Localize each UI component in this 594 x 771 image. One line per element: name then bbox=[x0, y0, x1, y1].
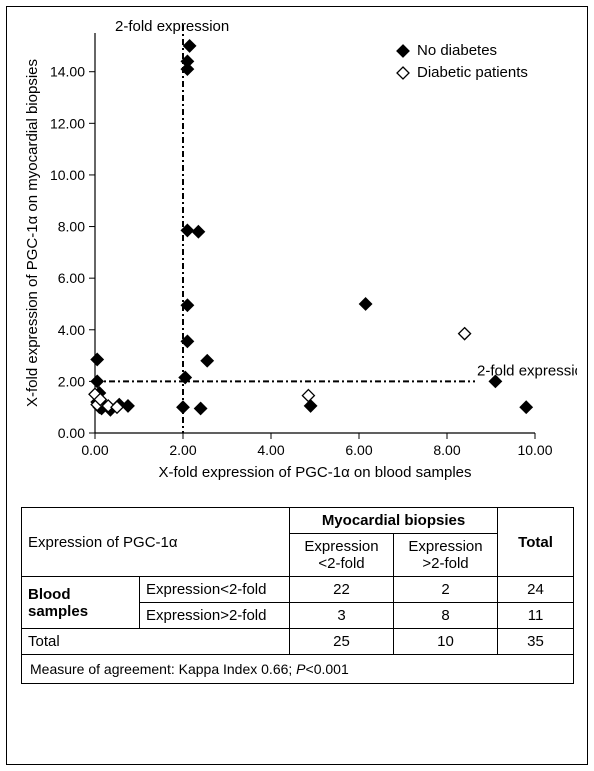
svg-text:10.00: 10.00 bbox=[50, 167, 85, 183]
svg-text:Diabetic patients: Diabetic patients bbox=[417, 64, 528, 81]
chart-svg: 0.00 2.00 4.00 6.00 8.00 10.00 0.00 2.00 4.00 6.0… bbox=[17, 15, 577, 495]
svg-text:0.00: 0.00 bbox=[81, 442, 108, 458]
cell-r1t: 24 bbox=[498, 577, 574, 603]
svg-text:No diabetes: No diabetes bbox=[417, 42, 497, 59]
svg-text:2.00: 2.00 bbox=[58, 373, 85, 389]
footnote-post: <0.001 bbox=[306, 661, 349, 677]
footnote: Measure of agreement: Kappa Index 0.66; … bbox=[22, 655, 574, 684]
cell-c: 3 bbox=[290, 603, 394, 629]
hdr-total: Total bbox=[498, 508, 574, 577]
svg-text:4.00: 4.00 bbox=[257, 442, 284, 458]
cell-r2t: 11 bbox=[498, 603, 574, 629]
table: Expression of PGC-1α Myocardial biopsies… bbox=[21, 507, 574, 684]
svg-text:X-fold expression of PGC-1α on: X-fold expression of PGC-1α on myocardia… bbox=[24, 59, 41, 407]
hdr-biopsies: Myocardial biopsies bbox=[290, 508, 498, 534]
cell-ct2: 10 bbox=[394, 629, 498, 655]
hdr-expression: Expression of PGC-1α bbox=[22, 508, 290, 577]
svg-text:12.00: 12.00 bbox=[50, 115, 85, 131]
contingency-table: Expression of PGC-1α Myocardial biopsies… bbox=[21, 507, 573, 684]
cell-b: 2 bbox=[394, 577, 498, 603]
svg-text:0.00: 0.00 bbox=[58, 425, 85, 441]
svg-text:6.00: 6.00 bbox=[58, 270, 85, 286]
row2-label: Expression>2-fold bbox=[140, 603, 290, 629]
total-label: Total bbox=[22, 629, 290, 655]
cell-a: 22 bbox=[290, 577, 394, 603]
svg-text:X-fold expression of PGC-1α on: X-fold expression of PGC-1α on blood sam… bbox=[159, 464, 472, 481]
svg-text:2-fold expression: 2-fold expression bbox=[477, 362, 577, 379]
cell-d: 8 bbox=[394, 603, 498, 629]
svg-text:14.00: 14.00 bbox=[50, 64, 85, 80]
svg-text:6.00: 6.00 bbox=[345, 442, 372, 458]
svg-text:10.00: 10.00 bbox=[517, 442, 552, 458]
svg-text:4.00: 4.00 bbox=[58, 322, 85, 338]
row1-label: Expression<2-fold bbox=[140, 577, 290, 603]
svg-text:2.00: 2.00 bbox=[169, 442, 196, 458]
rowgroup-blood: Blood samples bbox=[22, 577, 140, 629]
svg-text:8.00: 8.00 bbox=[433, 442, 460, 458]
svg-text:2-fold expression: 2-fold expression bbox=[115, 18, 229, 35]
footnote-pre: Measure of agreement: Kappa Index 0.66; bbox=[30, 661, 296, 677]
hdr-lt2: Expression <2-fold bbox=[290, 534, 394, 577]
hdr-gt2: Expression >2-fold bbox=[394, 534, 498, 577]
scatter-chart: 0.00 2.00 4.00 6.00 8.00 10.00 0.00 2.00 4.00 6.0… bbox=[17, 15, 577, 495]
footnote-p: P bbox=[296, 661, 305, 677]
figure-frame: 0.00 2.00 4.00 6.00 8.00 10.00 0.00 2.00 4.00 6.0… bbox=[6, 6, 588, 765]
cell-ct1: 25 bbox=[290, 629, 394, 655]
cell-gt: 35 bbox=[498, 629, 574, 655]
svg-text:8.00: 8.00 bbox=[58, 219, 85, 235]
